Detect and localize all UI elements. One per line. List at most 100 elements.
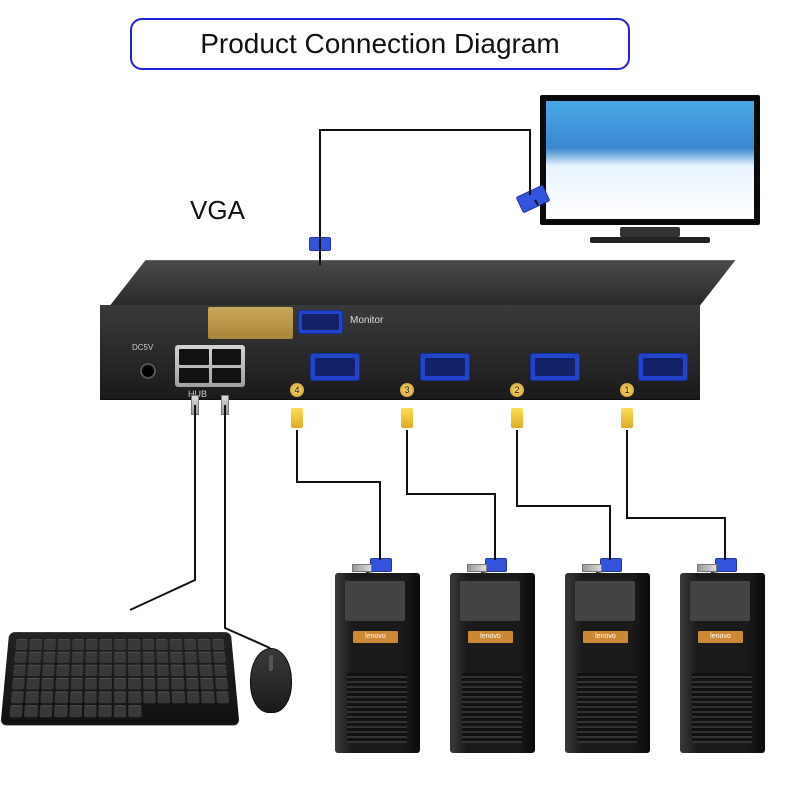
pc-tower-1: lenovo	[335, 573, 420, 753]
keyboard-key	[157, 678, 170, 690]
keyboard-key	[26, 678, 39, 690]
cable	[627, 430, 725, 560]
keyboard-key	[212, 639, 225, 650]
title-text: Product Connection Diagram	[200, 28, 560, 60]
keyboard-key	[172, 691, 185, 703]
vga-label: VGA	[190, 195, 245, 226]
keyboard-key	[41, 678, 54, 690]
usb-slot	[179, 368, 209, 384]
monitor-base	[590, 237, 710, 243]
pc-tower-3: lenovo	[565, 573, 650, 753]
vga-plug-2	[511, 408, 523, 428]
keyboard-key	[85, 678, 98, 690]
keyboard-key	[71, 652, 84, 663]
keyboard-key	[56, 678, 69, 690]
tower-grill	[577, 673, 637, 743]
vga-plug-3	[401, 408, 413, 428]
title-box: Product Connection Diagram	[130, 18, 630, 70]
usb-plug-mouse	[221, 395, 229, 415]
keyboard-key	[14, 652, 27, 663]
keyboard-key	[84, 705, 97, 717]
keyboard	[0, 632, 239, 725]
kvm-top-panel	[110, 260, 735, 305]
usb-conn-pc2	[582, 564, 602, 572]
keyboard-key	[157, 691, 170, 703]
keyboard-key	[156, 639, 168, 650]
usb-conn-pc3	[467, 564, 487, 572]
keyboard-key	[215, 678, 228, 690]
keyboard-key	[128, 665, 140, 676]
keyboard-key	[70, 678, 83, 690]
pc-tower-2: lenovo	[450, 573, 535, 753]
vga-plug-1	[621, 408, 633, 428]
keyboard-key	[114, 678, 127, 690]
kvm-vga-input-3	[420, 353, 470, 381]
tower-badge: lenovo	[698, 631, 743, 643]
keyboard-key	[114, 705, 127, 717]
keyboard-key	[99, 691, 112, 703]
keyboard-key	[70, 691, 83, 703]
keyboard-key	[157, 665, 170, 676]
usb-slot	[179, 349, 209, 365]
keyboard-key	[86, 639, 98, 650]
kvm-vga-input-1	[638, 353, 688, 381]
keyboard-key	[128, 652, 140, 663]
tower-body: lenovo	[335, 573, 420, 753]
keyboard-key	[11, 691, 25, 703]
keyboard-key	[15, 639, 28, 650]
kvm-vga-input-2	[530, 353, 580, 381]
tower-badge: lenovo	[468, 631, 513, 643]
keyboard-key	[85, 665, 98, 676]
keyboard-key	[114, 691, 127, 703]
keyboard-key	[114, 652, 126, 663]
keyboard-key	[43, 652, 56, 663]
keyboard-key	[199, 652, 212, 663]
keyboard-key	[128, 639, 140, 650]
keyboard-key	[142, 639, 154, 650]
tower-grill	[692, 673, 752, 743]
keyboard-key	[25, 691, 38, 703]
keyboard-key	[114, 665, 126, 676]
keyboard-key	[143, 678, 156, 690]
keyboard-key	[216, 691, 230, 703]
keyboard-key	[100, 652, 112, 663]
keyboard-key	[99, 678, 112, 690]
keyboard-key	[214, 665, 227, 676]
keyboard-key	[170, 652, 183, 663]
keyboard-key	[24, 705, 38, 717]
usb-conn-pc1	[697, 564, 717, 572]
pc-tower-4: lenovo	[680, 573, 765, 753]
tower-grill	[347, 673, 407, 743]
kvm-switch: Monitor DC5V HUB 4321	[100, 260, 700, 410]
vga-conn-pc4	[370, 558, 392, 572]
tower-drive-bay	[460, 581, 520, 621]
keyboard-key	[128, 678, 141, 690]
tower-drive-bay	[345, 581, 405, 621]
usb-plug-keyboard	[191, 395, 199, 415]
keyboard-key	[84, 691, 97, 703]
keyboard-key	[28, 652, 41, 663]
tower-drive-bay	[575, 581, 635, 621]
cable	[407, 430, 495, 560]
keyboard-key	[72, 639, 84, 650]
usb-slot	[212, 368, 242, 384]
keyboard-key	[44, 639, 57, 650]
vga-conn-pc3	[485, 558, 507, 572]
tower-body: lenovo	[450, 573, 535, 753]
kvm-dc-jack	[140, 363, 156, 379]
keyboard-key	[85, 652, 97, 663]
keyboard-key	[69, 705, 82, 717]
kvm-port-number-2: 2	[510, 383, 524, 397]
keyboard-key	[143, 691, 156, 703]
keyboard-key	[201, 691, 214, 703]
tower-drive-bay	[690, 581, 750, 621]
tower-badge: lenovo	[353, 631, 398, 643]
keyboard-key	[184, 652, 197, 663]
keyboard-key	[29, 639, 42, 650]
usb-slot	[212, 349, 242, 365]
keyboard-key	[200, 678, 213, 690]
keyboard-key	[213, 652, 226, 663]
keyboard-key	[39, 705, 52, 717]
keyboard-key	[27, 665, 40, 676]
keyboard-key	[55, 691, 68, 703]
